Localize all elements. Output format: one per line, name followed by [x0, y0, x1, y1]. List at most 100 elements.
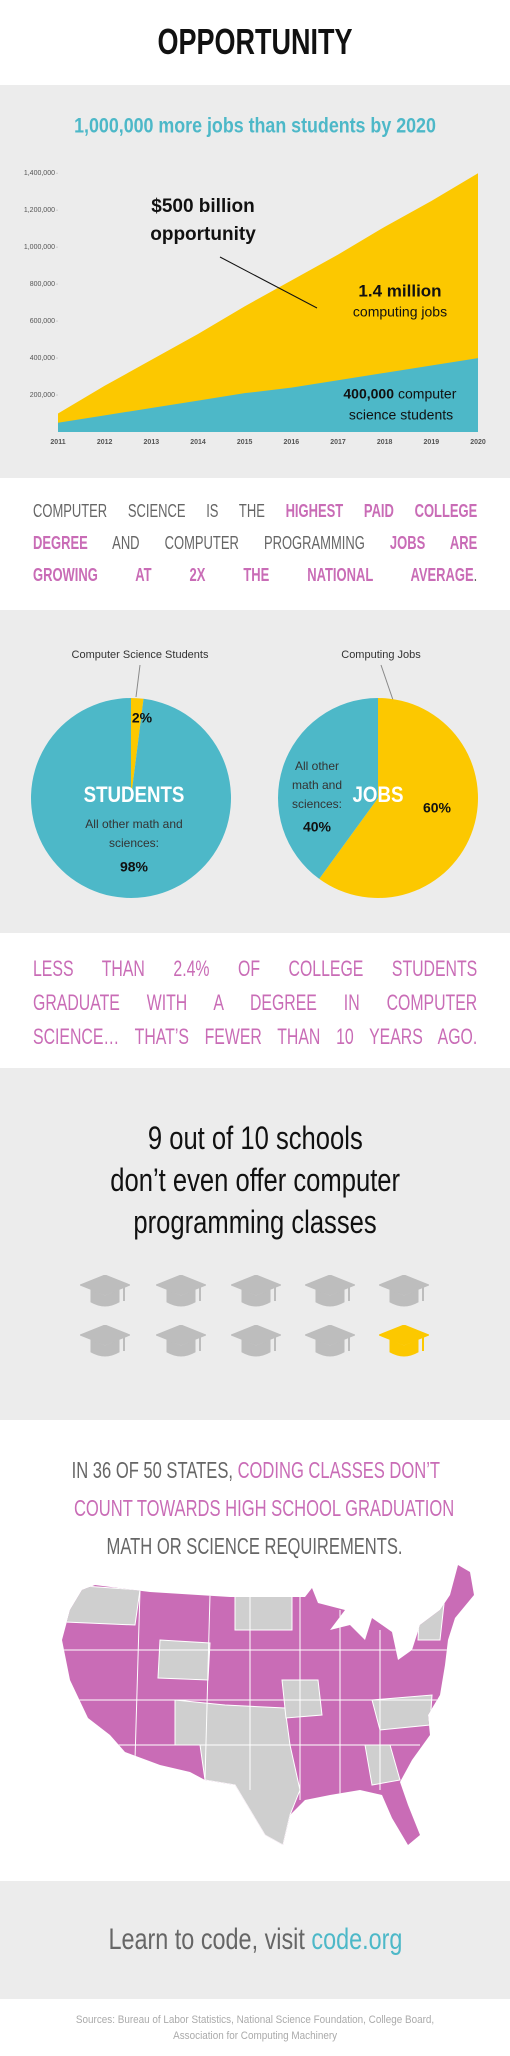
text-line: don’t even offer computer: [0, 1159, 510, 1201]
text-line: GROWING AT 2X THE NATIONAL AVERAGE.: [33, 559, 477, 591]
annotation: opportunity: [150, 224, 256, 245]
text-line: 9 out of 10 schools: [0, 1117, 510, 1159]
source-line: Sources: Bureau of Labor Statistics, Nat…: [75, 2014, 435, 2026]
border-lines: [62, 1589, 470, 1800]
header-wrap: OPPORTUNITY: [0, 20, 510, 64]
cta-segment: code.org: [310, 1923, 402, 1956]
pie-slice: [278, 697, 378, 879]
text-segment: COMPUTER SCIENCE IS THE: [33, 501, 286, 521]
text-segment: IN 36 OF 50 STATES,: [71, 1457, 238, 1483]
statement-graduates: LESS THAN 2.4% OF COLLEGE STUDENTS GRADUA…: [33, 952, 477, 1054]
y-tick-label: 800,000: [30, 281, 55, 288]
x-tick-label: 2015: [237, 439, 253, 446]
schools-line: don’t even offer computer: [110, 1162, 400, 1198]
us-map: [62, 1565, 474, 1845]
text-segment: CODING CLASSES DON’T: [237, 1457, 441, 1483]
y-tick-label: 1,200,000: [24, 207, 55, 214]
pie-leader: [380, 664, 394, 701]
x-tick-label: 2017: [330, 439, 346, 446]
annotation: 400,000: [343, 386, 394, 402]
cta-segment: Learn to code, visit: [108, 1923, 311, 1956]
annotation: $500 billion: [151, 196, 254, 217]
text-segment: LESS THAN 2.4% OF COLLEGE STUDENTS: [33, 956, 478, 981]
text-segment: HIGHEST PAID COLLEGE: [285, 501, 478, 521]
cta-section-bg: [0, 1881, 510, 1999]
pie-slice: [31, 698, 232, 898]
pie-slice: [131, 698, 144, 798]
text-segment: COUNT TOWARDS HIGH SCHOOL GRADUATION: [73, 1495, 455, 1521]
y-tick-label: 200,000: [30, 392, 55, 399]
text-segment: GRADUATE WITH A DEGREE IN COMPUTER: [33, 990, 478, 1015]
text-segment: DEGREE: [33, 533, 88, 553]
pie-label: JOBS: [353, 783, 404, 807]
annotation: computer: [398, 386, 457, 402]
text-line: DEGREE AND COMPUTER PROGRAMMING JOBS ARE: [33, 527, 477, 559]
text-line: COMPUTER SCIENCE IS THE HIGHEST PAID COL…: [33, 495, 477, 527]
schools-line: programming classes: [133, 1204, 377, 1240]
x-tick-label: 2012: [97, 439, 113, 446]
text-line: SCIENCE… THAT’S FEWER THAN 10 YEARS AGO.: [33, 1020, 477, 1054]
x-tick-label: 2011: [50, 439, 65, 446]
pie-label: STUDENTS: [84, 783, 185, 807]
text-line: COUNT TOWARDS HIGH SCHOOL GRADUATION: [0, 1489, 510, 1527]
state: [281, 1679, 323, 1719]
schools-statement: 9 out of 10 schools don’t even offer comp…: [0, 1117, 510, 1243]
state: [234, 1591, 293, 1631]
text-line: GRADUATE WITH A DEGREE IN COMPUTER: [33, 986, 477, 1020]
text-line: programming classes: [0, 1201, 510, 1243]
area: [58, 173, 478, 432]
text-segment: JOBS ARE: [389, 533, 478, 553]
annotation: computing jobs: [353, 304, 447, 320]
text-line-inner: IN 36 OF 50 STATES, CODING CLASSES DON’T: [72, 1451, 440, 1489]
state: [64, 1584, 141, 1626]
x-tick-label: 2018: [377, 439, 393, 446]
pie-leader: [135, 664, 141, 698]
map-fill: [62, 1565, 474, 1845]
pie-slice: [319, 698, 479, 898]
category-label: All other math and sciences:: [85, 817, 183, 850]
cta-inner: Learn to code, visit code.org: [108, 1920, 402, 1960]
x-tick-label: 2014: [190, 439, 206, 446]
value-label: 2%: [132, 710, 153, 726]
pie-title: Computing Jobs: [341, 649, 421, 661]
text-line-inner: MATH OR SCIENCE REQUIREMENTS.: [107, 1527, 403, 1565]
value-label: 98%: [120, 859, 149, 875]
text-segment: AND COMPUTER PROGRAMMING: [87, 533, 390, 553]
source-line: Association for Computing Machinery: [173, 2030, 337, 2042]
text-line: Association for Computing Machinery: [0, 2028, 510, 2044]
map-borders: [62, 1589, 470, 1800]
category-box: All other math and sciences:: [85, 817, 183, 850]
y-tick-label: 400,000: [30, 355, 55, 362]
value-label: 60%: [423, 800, 452, 816]
text-line-inner: COUNT TOWARDS HIGH SCHOOL GRADUATION: [74, 1489, 454, 1527]
annotation: science students: [349, 407, 453, 423]
value-label: 40%: [303, 819, 332, 835]
sources: Sources: Bureau of Labor Statistics, Nat…: [0, 2012, 510, 2044]
y-tick-label: 1,400,000: [24, 170, 55, 177]
text-segment: .: [473, 565, 478, 585]
text-line: LESS THAN 2.4% OF COLLEGE STUDENTS: [33, 952, 477, 986]
annotation-leader: [219, 256, 318, 309]
text-line: IN 36 OF 50 STATES, CODING CLASSES DON’T: [0, 1451, 510, 1489]
x-tick-label: 2019: [424, 439, 440, 446]
state: [157, 1639, 211, 1681]
text-segment: GROWING AT 2X THE NATIONAL AVERAGE: [33, 565, 474, 585]
annotation: 1.4 million: [358, 281, 441, 300]
text-line: MATH OR SCIENCE REQUIREMENTS.: [0, 1527, 510, 1565]
statement-highest-paid: COMPUTER SCIENCE IS THE HIGHEST PAID COL…: [33, 495, 477, 591]
x-tick-label: 2013: [144, 439, 160, 446]
text-segment: SCIENCE… THAT’S FEWER THAN 10 YEARS AGO.: [33, 1024, 478, 1049]
header-title: OPPORTUNITY: [157, 21, 353, 62]
category-box: All other math and sciences:: [292, 759, 342, 811]
pie-title: Computer Science Students: [72, 649, 209, 661]
call-to-action: Learn to code, visit code.org: [0, 1920, 510, 1960]
text-line: Sources: Bureau of Labor Statistics, Nat…: [0, 2012, 510, 2028]
schools-line: 9 out of 10 schools: [147, 1120, 363, 1156]
chart-title: 1,000,000 more jobs than students by 202…: [74, 114, 436, 138]
states-statement: IN 36 OF 50 STATES, CODING CLASSES DON’T…: [0, 1451, 510, 1565]
state: [417, 1594, 446, 1641]
x-tick-label: 2020: [470, 439, 486, 446]
schools-section-bg: [0, 1068, 510, 1420]
